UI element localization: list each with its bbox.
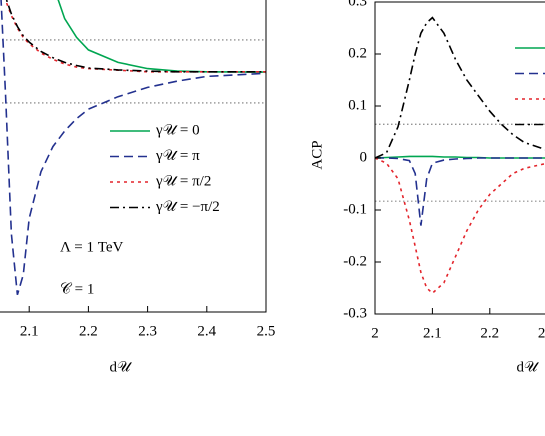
y-tick-label: 0.1	[348, 97, 367, 113]
x-tick-label: 2.1	[423, 325, 442, 341]
series-line	[375, 16, 545, 159]
legend-label: γ𝒰 = π/2	[155, 173, 211, 189]
x-axis-label: d𝒰	[109, 359, 133, 375]
series-line	[0, 0, 266, 296]
series-line	[4, 0, 266, 73]
y-axis-label: ACP	[309, 140, 325, 169]
y-tick-label: 0.2	[348, 45, 367, 61]
series-line	[375, 157, 545, 295]
plot-area	[0, 0, 266, 296]
x-tick-label: 2.1	[20, 323, 39, 339]
y-tick-label: -0.1	[343, 201, 367, 217]
y-tick-label: -0.2	[343, 253, 367, 269]
x-tick-label: 2.3	[138, 323, 157, 339]
y-tick-label: -0.3	[343, 305, 367, 321]
annotation: Λ = 1 TeV	[60, 239, 123, 255]
x-tick-label: 2.4	[197, 323, 216, 339]
series-line	[375, 157, 545, 226]
annotation: 𝒞 = 1	[60, 281, 94, 297]
y-tick-label: 0.3	[348, 0, 367, 9]
legend-label: γ𝒰 = −π/2	[155, 199, 220, 215]
x-tick-label: 2	[371, 325, 379, 341]
series-line	[57, 0, 266, 73]
x-tick-label: 2.5	[257, 323, 276, 339]
x-tick-label: 2.2	[480, 325, 499, 341]
x-tick-label: 2.3	[538, 325, 545, 341]
plot-area	[375, 16, 545, 295]
y-tick-label: 0	[360, 149, 368, 165]
series-line	[5, 0, 266, 73]
plot-frame	[0, 0, 267, 313]
x-tick-label: 2.2	[79, 323, 98, 339]
legend-label: γ𝒰 = π	[155, 148, 200, 164]
legend-label: γ𝒰 = 0	[155, 122, 200, 138]
x-axis-label: d𝒰	[516, 359, 540, 375]
